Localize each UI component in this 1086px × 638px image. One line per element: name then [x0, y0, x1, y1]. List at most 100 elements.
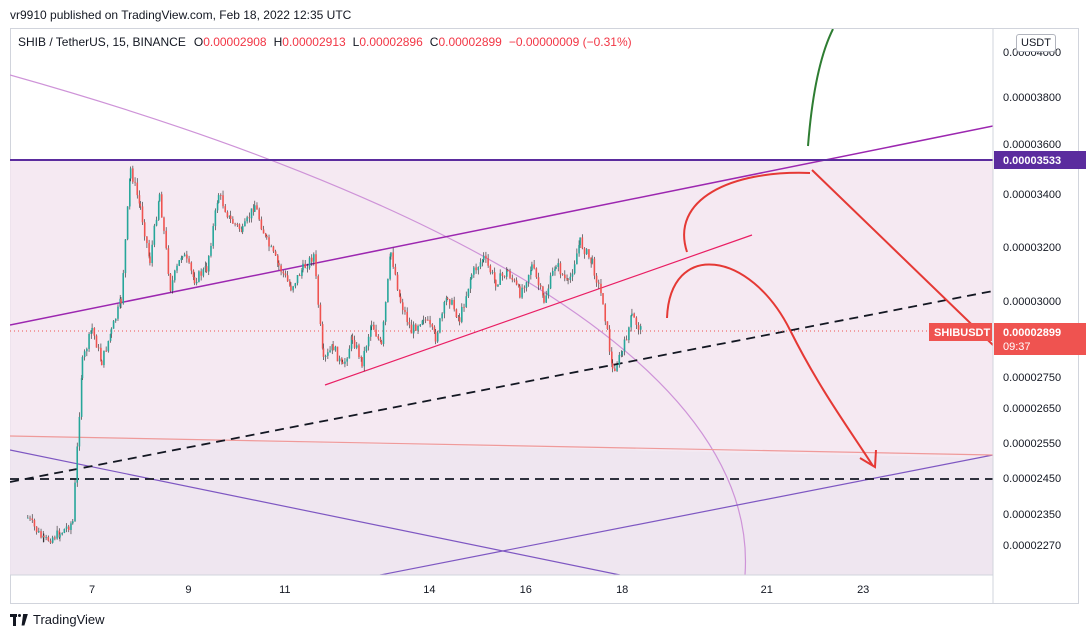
- candle-body: [169, 273, 172, 291]
- price-tick-label: 0.00003000: [1003, 296, 1061, 308]
- candle-body: [341, 358, 343, 363]
- price-axis[interactable]: 0.000040000.000038000.000036000.00003400…: [1003, 47, 1061, 552]
- candle-body: [176, 265, 178, 271]
- candle-body: [353, 340, 356, 348]
- candle-body: [630, 315, 632, 328]
- close-value: 0.00002899: [438, 35, 502, 49]
- candle-body: [602, 293, 604, 305]
- candle-body: [595, 275, 598, 283]
- candle-body: [210, 245, 212, 256]
- candle-body: [341, 362, 344, 364]
- candle-body: [453, 299, 455, 310]
- lower-channel-line: [10, 449, 621, 575]
- candle-body: [509, 271, 511, 278]
- candle-body: [446, 297, 449, 300]
- candle-body: [608, 328, 611, 352]
- candle-body: [573, 264, 576, 274]
- candle-body: [399, 296, 402, 303]
- candle-body: [35, 526, 38, 533]
- candle-body: [266, 235, 268, 238]
- candle-body: [207, 255, 210, 272]
- support-red-line: [10, 435, 993, 456]
- candle-body: [134, 181, 136, 183]
- candle-body: [384, 302, 387, 322]
- candle-body: [470, 274, 473, 279]
- candle-body: [244, 221, 246, 227]
- candle-body: [392, 252, 394, 267]
- green-arrow: [807, 29, 834, 147]
- candle-body: [620, 354, 623, 356]
- candle-body: [205, 266, 208, 272]
- candle-body: [238, 224, 241, 229]
- candle-body: [258, 209, 260, 220]
- candle-body: [600, 283, 602, 294]
- candle-body: [561, 274, 564, 276]
- candle-body: [304, 263, 306, 268]
- candle-body: [132, 168, 134, 182]
- symbol-label[interactable]: SHIB / TetherUS, 15, BINANCE: [18, 35, 186, 49]
- candle-body: [212, 226, 214, 246]
- candle-body: [198, 271, 200, 282]
- candle-body: [167, 248, 170, 274]
- footer: TradingView: [10, 612, 105, 627]
- price-tick-label: 0.00002750: [1003, 372, 1061, 384]
- candle-body: [396, 274, 399, 290]
- candle-body: [482, 255, 485, 260]
- candle-body: [100, 360, 103, 366]
- candle-body: [234, 223, 236, 225]
- candle-body: [222, 195, 224, 207]
- candle-body: [278, 262, 280, 266]
- candle-body: [78, 416, 81, 447]
- currency-button[interactable]: USDT: [1016, 34, 1056, 52]
- candle-body: [465, 296, 468, 308]
- resistance-zone: [10, 160, 993, 458]
- candle-body: [100, 347, 102, 361]
- candle-body: [51, 537, 54, 543]
- candle-body: [76, 446, 79, 483]
- candle-body: [70, 523, 72, 530]
- candle-body: [628, 327, 630, 341]
- candle-body: [306, 267, 309, 269]
- candle-body: [338, 358, 341, 362]
- time-axis[interactable]: 7 9 11 14 16 18 21 23: [89, 584, 869, 596]
- candle-body: [56, 530, 58, 539]
- price-tick-label: 0.00003400: [1003, 189, 1061, 201]
- candle-body: [439, 318, 441, 333]
- candle-body: [301, 270, 303, 276]
- candle-body: [513, 279, 516, 281]
- candle-body: [398, 289, 401, 297]
- candle-body: [240, 228, 243, 232]
- candle-body: [129, 168, 132, 179]
- candle-body: [260, 219, 263, 230]
- candle-body: [204, 266, 207, 270]
- candle-body: [292, 286, 294, 291]
- candle-body: [155, 219, 158, 226]
- candle-body: [431, 324, 434, 327]
- candle-body: [633, 313, 635, 318]
- candle-body: [63, 528, 66, 533]
- candle-body: [494, 279, 497, 287]
- candle-body: [153, 225, 156, 245]
- candle-body: [631, 313, 633, 316]
- candle-body: [139, 203, 142, 207]
- candle-body: [241, 226, 244, 232]
- candle-body: [637, 324, 640, 330]
- candle-body: [284, 273, 287, 276]
- candle-body: [317, 276, 320, 305]
- candle-body: [308, 257, 311, 268]
- candle-body: [481, 259, 484, 263]
- price-tick-label: 0.00002650: [1003, 403, 1061, 415]
- candle-body: [588, 249, 590, 258]
- footer-brand[interactable]: TradingView: [33, 612, 105, 627]
- candle-body: [518, 284, 520, 287]
- candle-body: [149, 256, 151, 264]
- candle-body: [148, 243, 150, 257]
- candle-body: [129, 178, 131, 207]
- candle-body: [559, 263, 562, 275]
- candle-body: [280, 265, 282, 272]
- candle-body: [31, 518, 34, 521]
- tradingview-logo-icon[interactable]: [10, 613, 28, 626]
- candle-body: [583, 248, 586, 255]
- candle-body: [143, 222, 146, 237]
